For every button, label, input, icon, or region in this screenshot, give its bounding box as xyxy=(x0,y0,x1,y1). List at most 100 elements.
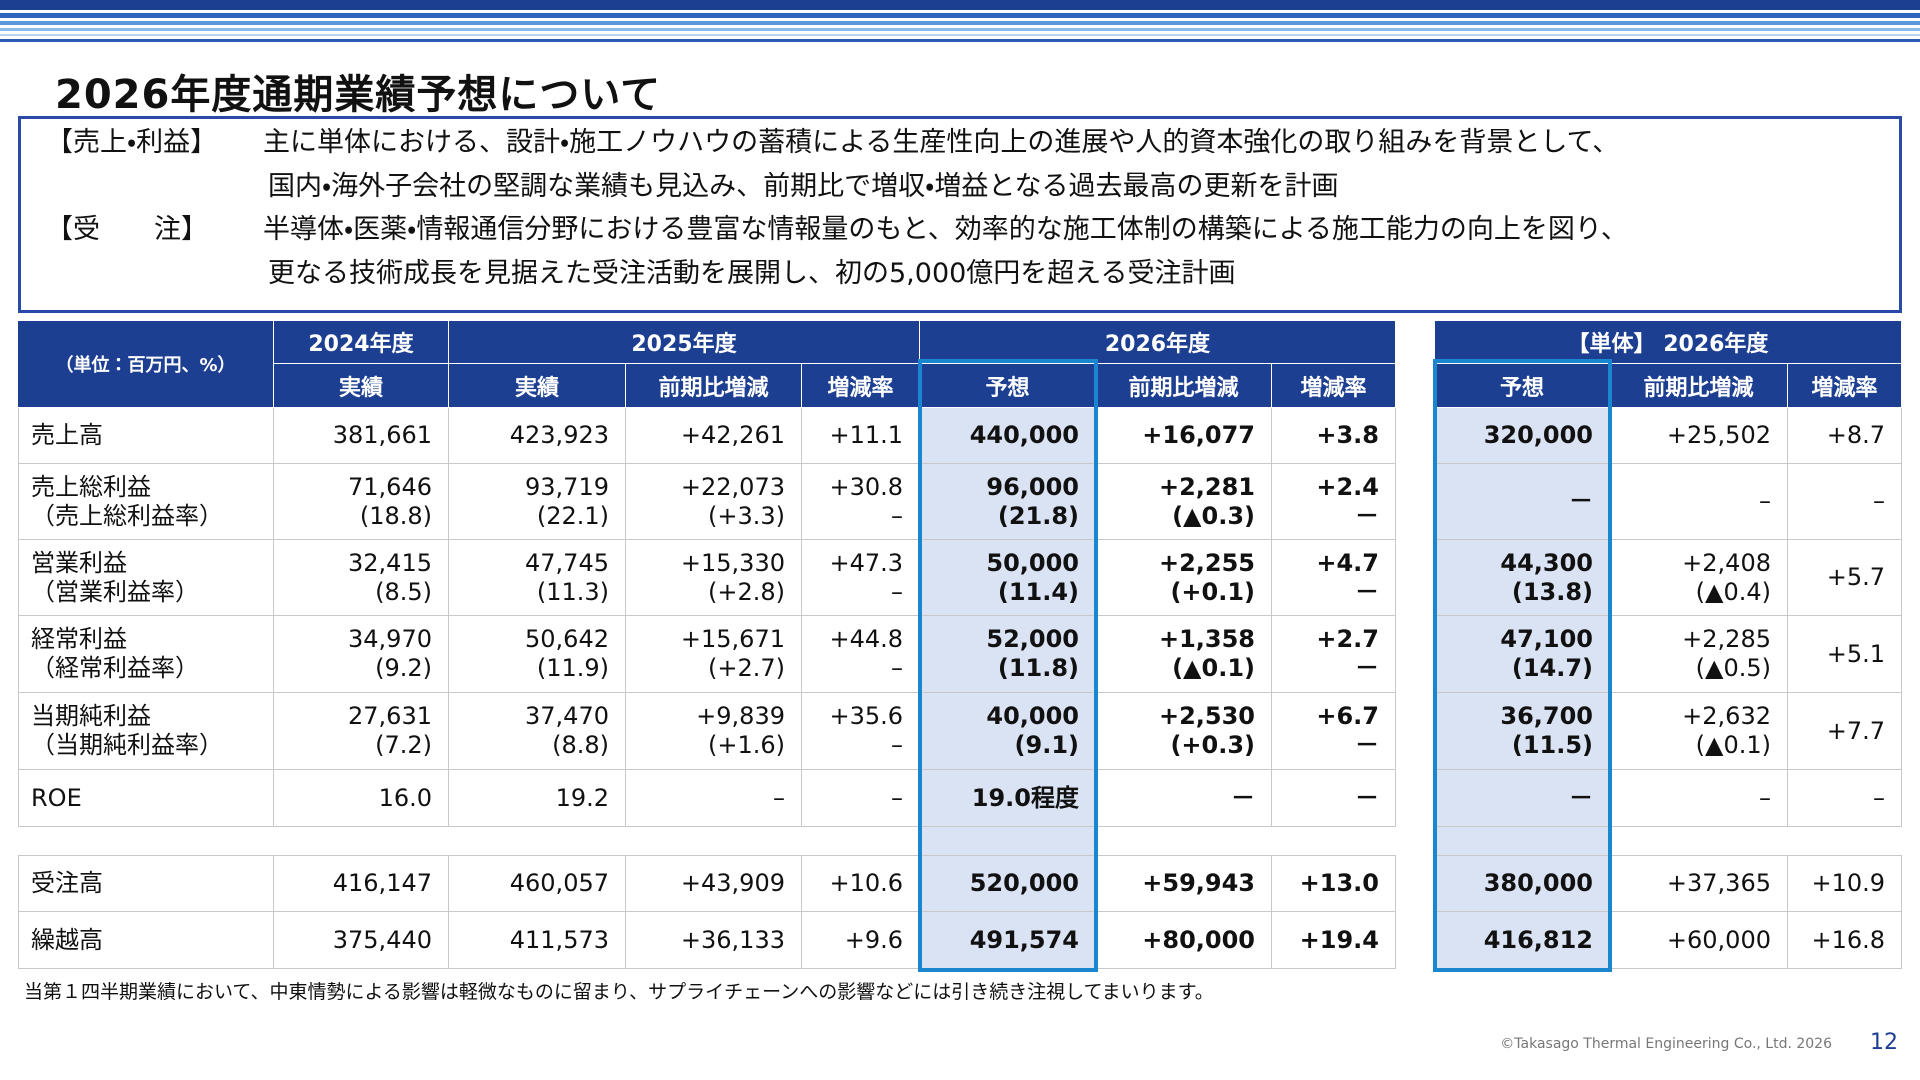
table-cell: 32,415 (8.5) xyxy=(274,540,449,616)
cell-text: – xyxy=(1759,487,1771,515)
cell-text: – xyxy=(773,783,785,812)
cell-text: － xyxy=(1355,654,1379,682)
table-cell: 71,646 (18.8) xyxy=(274,464,449,540)
table-cell: 50,000 (11.4) xyxy=(920,540,1096,616)
cell-text: +5.1 xyxy=(1826,639,1885,668)
table-cell: － xyxy=(1096,770,1272,827)
table-cell: +8.7 xyxy=(1788,408,1902,464)
cell-text: 71,646 xyxy=(348,472,432,501)
table-cell: +7.7 xyxy=(1788,693,1902,770)
cell-text: (9.1) xyxy=(1014,731,1079,759)
cell-text: (▲0.4) xyxy=(1695,577,1771,606)
cell-text: (21.8) xyxy=(997,501,1079,530)
column-header: 増減率 xyxy=(1272,364,1396,408)
cell-text: – xyxy=(1873,783,1885,812)
table-cell: +10.9 xyxy=(1788,856,1902,912)
cell-text: (+3.3) xyxy=(707,501,785,530)
cell-text: – xyxy=(891,501,903,530)
cell-text: +44.8 xyxy=(829,625,903,653)
table-cell: – xyxy=(626,770,802,827)
cell-text: － xyxy=(1231,783,1255,812)
cell-text: +3.8 xyxy=(1316,421,1379,449)
table-cell: +44.8– xyxy=(802,616,920,693)
cell-text: +47.3 xyxy=(829,548,903,577)
cell-text: 375,440 xyxy=(332,925,432,954)
cell-text: 381,661 xyxy=(332,421,432,449)
table-cell: +30.8– xyxy=(802,464,920,540)
table-cell: +19.4 xyxy=(1272,912,1396,969)
cell-text: +43,909 xyxy=(680,869,785,897)
cell-text: – xyxy=(1873,487,1885,515)
table-cell: – xyxy=(802,770,920,827)
cell-text: +25,502 xyxy=(1666,421,1771,449)
table-cell: 416,147 xyxy=(274,856,449,912)
cell-text: – xyxy=(891,731,903,759)
cell-text: 売上高 xyxy=(31,421,103,449)
table-cell: 16.0 xyxy=(274,770,449,827)
cell-text: +2,281 xyxy=(1158,472,1255,501)
column-header: 実績 xyxy=(274,364,449,408)
cell-text: +30.8 xyxy=(829,472,903,501)
cell-text: +10.6 xyxy=(829,869,903,897)
cell-text: 440,000 xyxy=(969,421,1079,449)
cell-text: (9.2) xyxy=(375,654,432,682)
copyright: ©Takasago Thermal Engineering Co., Ltd. … xyxy=(1500,1036,1832,1052)
table-cell: 375,440 xyxy=(274,912,449,969)
table-cell: 当期純利益 （当期純利益率） xyxy=(18,693,274,770)
cell-text: (11.5) xyxy=(1511,731,1593,759)
cell-text: +9.6 xyxy=(844,925,903,954)
table-cell: +2.7 － xyxy=(1272,616,1396,693)
table-cell: ROE xyxy=(18,770,274,827)
cell-text: +1,358 xyxy=(1158,625,1255,653)
cell-text: +9,839 xyxy=(696,702,785,730)
cell-text: (▲0.3) xyxy=(1172,501,1255,530)
table-cell: +15,330 (+2.8) xyxy=(626,540,802,616)
cell-text: +59,943 xyxy=(1142,869,1255,897)
cell-text: +19.4 xyxy=(1299,925,1379,954)
table-cell: +35.6– xyxy=(802,693,920,770)
cell-text: 96,000 xyxy=(986,472,1079,501)
summary-label: 【売上・利益】 xyxy=(46,127,218,158)
cell-text: +15,330 xyxy=(680,548,785,577)
table-cell: 96,000 (21.8) xyxy=(920,464,1096,540)
table-cell: +47.3– xyxy=(802,540,920,616)
unit-header: （単位：百万円、%） xyxy=(18,321,274,408)
table-cell: +6.7 － xyxy=(1272,693,1396,770)
cell-text: +16,077 xyxy=(1142,421,1255,449)
table-cell: +2,255 (+0.1) xyxy=(1096,540,1272,616)
table-cell: +10.6 xyxy=(802,856,920,912)
cell-text: 380,000 xyxy=(1483,869,1593,897)
table-cell: 19.2 xyxy=(449,770,626,827)
cell-text: +2.7 xyxy=(1316,625,1379,653)
table-cell: +42,261 xyxy=(626,408,802,464)
cell-text: 50,000 xyxy=(986,548,1079,577)
cell-text: － xyxy=(1569,783,1593,812)
table-cell: 19.0程度 xyxy=(920,770,1096,827)
cell-text: +22,073 xyxy=(680,472,785,501)
cell-text: 416,812 xyxy=(1483,925,1593,954)
cell-text: +35.6 xyxy=(829,702,903,730)
cell-text: 当期純利益 xyxy=(31,702,151,730)
table-cell: +1,358 (▲0.1) xyxy=(1096,616,1272,693)
table-cell: +15,671 (+2.7) xyxy=(626,616,802,693)
table-cell: 繰越高 xyxy=(18,912,274,969)
single-title: 【単体】 2026年度 xyxy=(1435,321,1902,364)
cell-text: 受注高 xyxy=(31,869,103,897)
table-cell: 411,573 xyxy=(449,912,626,969)
header-stripes xyxy=(0,0,1920,42)
column-header: 前期比増減 xyxy=(1610,364,1788,408)
cell-text: 34,970 xyxy=(348,625,432,653)
cell-text: +13.0 xyxy=(1299,869,1379,897)
cell-text: （売上総利益率） xyxy=(31,501,223,530)
column-header: 予想 xyxy=(1435,364,1610,408)
table-cell: 47,745 (11.3) xyxy=(449,540,626,616)
table-cell: +25,502 xyxy=(1610,408,1788,464)
cell-text: (11.3) xyxy=(536,577,609,606)
table-cell: – xyxy=(1610,464,1788,540)
cell-text: (8.8) xyxy=(552,731,609,759)
table-cell: +59,943 xyxy=(1096,856,1272,912)
table-cell: 27,631 (7.2) xyxy=(274,693,449,770)
cell-text: 491,574 xyxy=(969,925,1079,954)
cell-text: +80,000 xyxy=(1142,925,1255,954)
cell-text: +36,133 xyxy=(680,925,785,954)
